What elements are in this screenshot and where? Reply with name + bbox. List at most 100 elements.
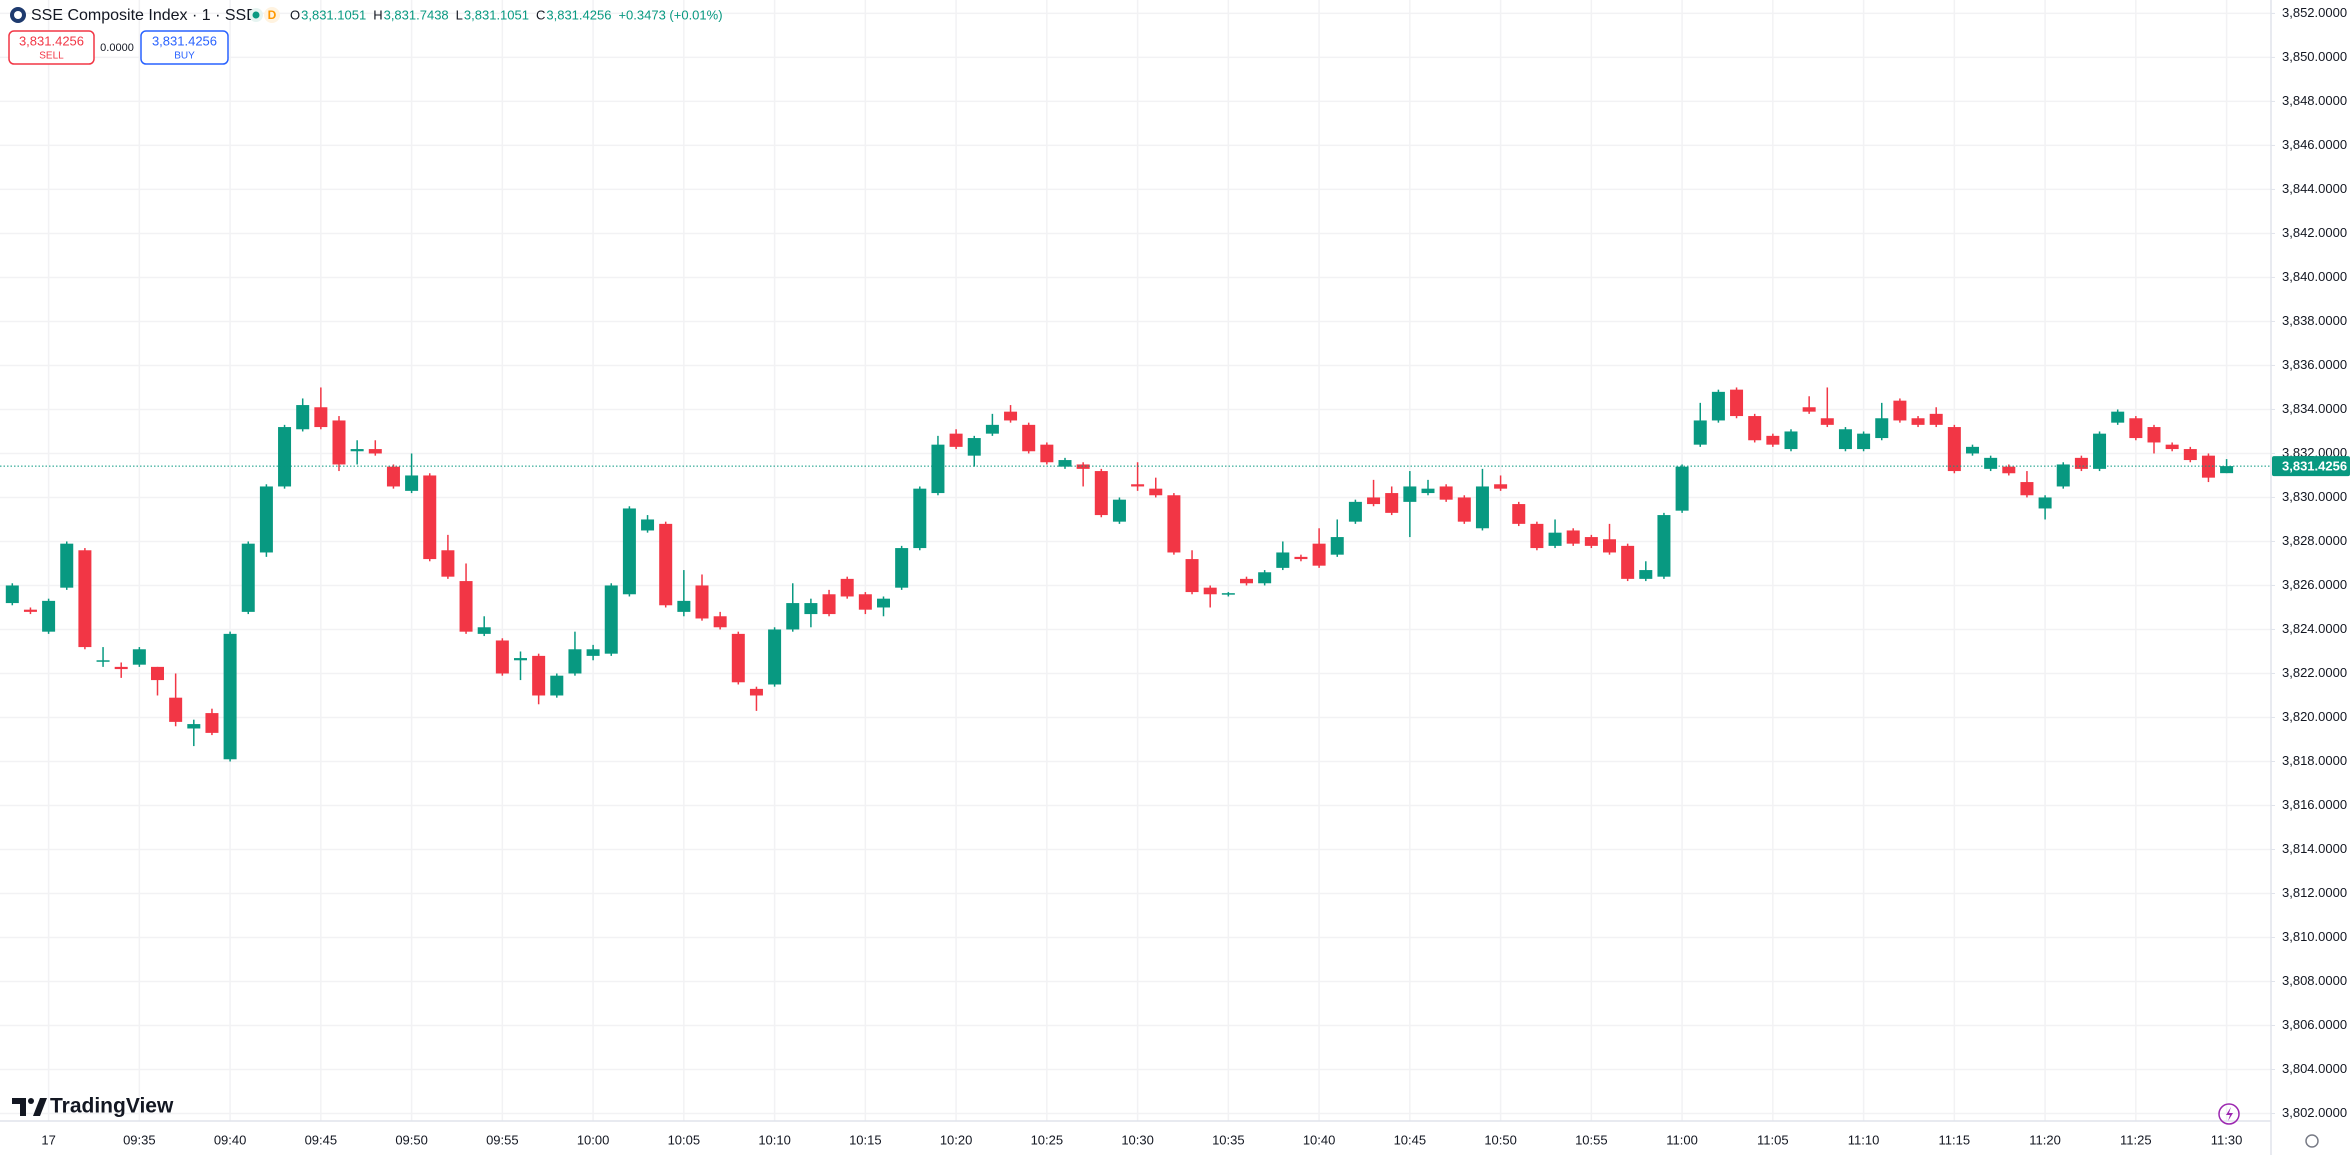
ohlc-value: 3,831.4256 xyxy=(546,7,611,22)
y-tick-label: 3,818.0000 xyxy=(2282,753,2347,768)
y-tick-label: 3,842.0000 xyxy=(2282,225,2347,240)
candle-body xyxy=(913,488,927,549)
candle-body xyxy=(114,666,128,670)
x-tick-label: 09:55 xyxy=(486,1132,519,1147)
ohlc-value: 3,831.7438 xyxy=(384,7,449,22)
candle-body xyxy=(1530,523,1544,549)
candle-body xyxy=(1784,431,1798,450)
buy-button[interactable] xyxy=(140,30,229,65)
y-tick-label: 3,846.0000 xyxy=(2282,137,2347,152)
candle-body xyxy=(2201,455,2215,478)
ohlc-key: O xyxy=(290,7,300,22)
candle-body xyxy=(495,640,509,674)
candle-body xyxy=(169,697,183,722)
y-tick-label: 3,824.0000 xyxy=(2282,621,2347,636)
candle-body xyxy=(1548,532,1562,546)
candle-body xyxy=(1766,435,1780,445)
candle-body xyxy=(1367,497,1381,505)
candle-body xyxy=(1185,559,1199,593)
candle-body xyxy=(1621,545,1635,579)
header: SSE Composite Index · 1 · SSE D O 3,831.1… xyxy=(10,7,723,24)
candle-body xyxy=(2111,411,2125,423)
candle-body xyxy=(1711,391,1725,421)
last-price-tag xyxy=(2272,456,2350,477)
candle-body xyxy=(2165,444,2179,450)
candle-body xyxy=(2056,464,2070,487)
candle-body xyxy=(1094,471,1108,516)
y-tick-label: 3,804.0000 xyxy=(2282,1061,2347,1076)
sell-button[interactable] xyxy=(8,30,95,65)
candle-body xyxy=(713,616,727,628)
candle-body xyxy=(604,585,618,654)
candle-body xyxy=(223,633,237,760)
candle-body xyxy=(858,594,872,610)
status-dot xyxy=(252,11,260,19)
candle-body xyxy=(1403,486,1417,502)
x-tick-label: 10:10 xyxy=(758,1132,791,1147)
ohlc-key: H xyxy=(373,7,382,22)
settings-button[interactable] xyxy=(2305,1134,2319,1148)
candle-body xyxy=(749,688,763,696)
y-tick-label: 3,840.0000 xyxy=(2282,269,2347,284)
candle-body xyxy=(1657,515,1671,577)
candle-body xyxy=(1330,537,1344,555)
candle-body xyxy=(985,424,999,434)
candle-body xyxy=(1875,418,1889,439)
candle-body xyxy=(695,585,709,619)
candle-body xyxy=(949,433,963,447)
candle-body xyxy=(5,585,19,604)
lightning-icon xyxy=(2226,1107,2233,1121)
y-tick-label: 3,812.0000 xyxy=(2282,885,2347,900)
badge-bg xyxy=(264,7,280,23)
candle-body xyxy=(731,633,745,683)
candle-body xyxy=(1221,593,1235,595)
x-tick-label: 11:05 xyxy=(1757,1132,1789,1147)
candle-body xyxy=(386,466,400,487)
candle-body xyxy=(622,508,636,595)
candle-body xyxy=(1603,539,1616,553)
candle-body xyxy=(1421,488,1435,494)
candle-body xyxy=(1512,504,1526,524)
y-tick-label: 3,802.0000 xyxy=(2282,1105,2347,1120)
candle-body xyxy=(1802,407,1816,412)
candle-body xyxy=(931,444,945,494)
sell-price: 3,831.4256 xyxy=(19,33,84,48)
candle-body xyxy=(278,427,292,487)
badge: D xyxy=(268,8,277,22)
symbol-title[interactable]: SSE Composite Index · 1 · SSE xyxy=(31,7,257,24)
candle-body xyxy=(2002,466,2016,474)
candle-body xyxy=(1112,499,1126,522)
logo-mark-dot xyxy=(28,1098,34,1104)
candle-body xyxy=(1004,411,1018,421)
candle-body xyxy=(296,405,310,430)
x-tick-label: 10:35 xyxy=(1212,1132,1245,1147)
x-tick-label: 09:35 xyxy=(123,1132,156,1147)
candle-body xyxy=(1131,484,1145,487)
candle-body xyxy=(405,475,419,491)
candle-body xyxy=(423,475,437,560)
candle-body xyxy=(532,655,546,696)
candle-body xyxy=(1076,464,1090,469)
lightning-button[interactable] xyxy=(2218,1103,2240,1125)
x-tick-label: 11:30 xyxy=(2211,1132,2243,1147)
candle-body xyxy=(768,629,782,685)
candle-body xyxy=(132,649,146,665)
candle-body xyxy=(1730,389,1744,417)
candle-body xyxy=(967,438,981,456)
y-tick-label: 3,828.0000 xyxy=(2282,533,2347,548)
candle-body xyxy=(1984,457,1998,469)
x-tick-label: 10:15 xyxy=(849,1132,882,1147)
x-tick-label: 10:40 xyxy=(1303,1132,1336,1147)
candle-body xyxy=(368,449,382,454)
y-tick-label: 3,808.0000 xyxy=(2282,973,2347,988)
candle-body xyxy=(1893,400,1907,421)
y-tick-label: 3,814.0000 xyxy=(2282,841,2347,856)
candle-body xyxy=(895,548,909,588)
candle-body xyxy=(205,713,219,733)
candle-body xyxy=(241,543,255,612)
axis-layer: 3,802.0000 3,804.0000 3,806.0000 3,808.0000… xyxy=(41,5,2350,1147)
candle-body xyxy=(1857,433,1871,450)
logo-mark-v xyxy=(33,1098,47,1116)
candle-body xyxy=(550,675,564,696)
candle-body xyxy=(1748,416,1762,441)
